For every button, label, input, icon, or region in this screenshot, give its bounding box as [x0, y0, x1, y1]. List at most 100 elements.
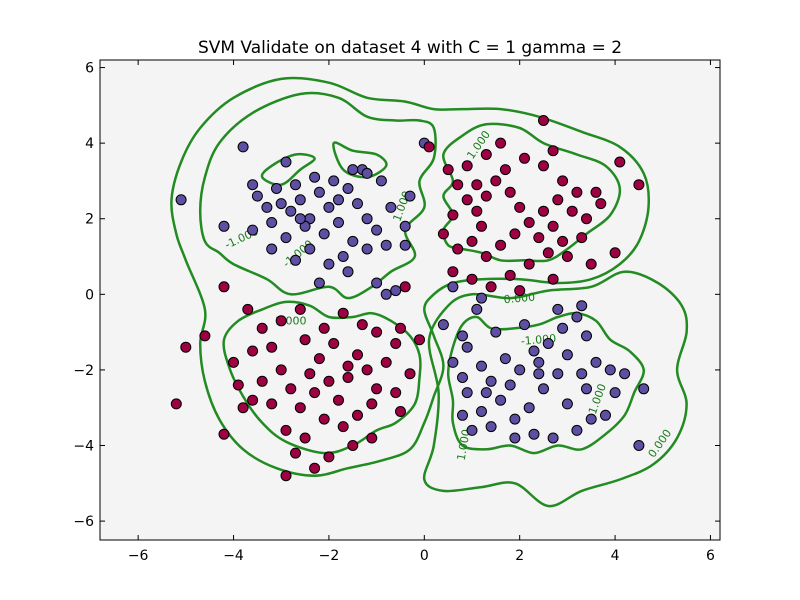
point-pos-2: [452, 179, 464, 191]
y-tick-label-6: 6: [85, 61, 94, 77]
point-neg-100: [380, 288, 392, 300]
point-pos-34: [480, 149, 492, 160]
point-neg-66: [542, 338, 554, 349]
point-neg-92: [638, 383, 650, 395]
point-neg-17: [309, 171, 321, 183]
x-tick-label-5: 4: [611, 548, 620, 564]
plot-frame: [99, 59, 721, 541]
point-neg-57: [476, 406, 487, 417]
point-neg-72: [576, 368, 588, 380]
point-neg-52: [461, 341, 473, 353]
point-neg-99: [361, 167, 373, 179]
contour-line-5: [446, 311, 645, 455]
point-pos-56: [218, 428, 230, 440]
point-pos-10: [509, 228, 521, 240]
y-tick-label-4: 2: [85, 212, 94, 228]
point-neg-28: [290, 254, 301, 266]
point-neg-39: [385, 201, 397, 213]
point-neg-43: [361, 243, 373, 255]
point-pos-13: [466, 235, 478, 247]
point-neg-21: [361, 213, 373, 225]
point-pos-11: [495, 239, 507, 251]
point-neg-18: [328, 175, 340, 187]
point-neg-68: [571, 311, 583, 323]
point-neg-75: [609, 387, 621, 399]
point-pos-51: [471, 179, 483, 191]
point-neg-61: [523, 402, 535, 414]
point-neg-32: [371, 277, 383, 289]
x-tick-label-3: 0: [420, 548, 429, 564]
point-pos-83: [366, 432, 378, 444]
point-pos-50: [547, 145, 559, 157]
point-pos-67: [333, 394, 344, 406]
point-pos-27: [581, 213, 592, 225]
point-neg-11: [333, 217, 344, 228]
point-pos-96: [299, 334, 311, 346]
point-pos-3: [461, 194, 473, 206]
point-neg-35: [404, 190, 416, 202]
point-pos-16: [447, 266, 459, 278]
point-neg-26: [323, 258, 335, 270]
point-pos-4: [471, 205, 483, 217]
point-neg-96: [533, 368, 545, 380]
point-pos-32: [519, 152, 530, 164]
point-pos-80: [309, 462, 321, 474]
point-pos-66: [323, 375, 335, 387]
point-pos-89: [337, 307, 349, 319]
point-neg-82: [528, 428, 540, 440]
point-pos-77: [299, 432, 311, 444]
point-neg-45: [280, 156, 292, 168]
point-pos-47: [609, 247, 621, 259]
point-pos-54: [180, 341, 192, 353]
point-pos-59: [256, 375, 268, 387]
point-pos-5: [480, 190, 492, 202]
point-neg-63: [514, 364, 526, 376]
point-pos-8: [514, 201, 526, 213]
point-neg-73: [590, 356, 602, 368]
point-pos-24: [538, 205, 549, 217]
point-neg-98: [218, 220, 230, 232]
point-neg-5: [275, 198, 287, 210]
data-points: [170, 115, 650, 482]
point-neg-47: [437, 319, 449, 331]
point-pos-63: [294, 402, 306, 414]
point-pos-9: [523, 217, 535, 228]
point-pos-28: [595, 198, 607, 210]
point-pos-87: [395, 322, 406, 334]
y-tick-label-0: −6: [73, 514, 94, 530]
point-neg-42: [261, 201, 273, 213]
point-neg-79: [600, 409, 611, 421]
point-pos-1: [442, 164, 454, 176]
point-pos-36: [447, 209, 459, 221]
point-neg-46: [347, 164, 359, 176]
x-tick-label-4: 2: [515, 548, 524, 564]
point-pos-40: [576, 232, 588, 244]
decision-contours: [170, 76, 689, 508]
point-pos-42: [514, 285, 526, 297]
point-neg-83: [509, 432, 521, 444]
point-pos-101: [247, 394, 259, 406]
point-neg-58: [466, 424, 478, 436]
point-pos-19: [504, 269, 516, 281]
point-neg-16: [290, 179, 301, 191]
x-tick-label-6: 6: [706, 548, 715, 564]
point-pos-75: [337, 421, 349, 433]
point-neg-49: [471, 303, 483, 315]
point-neg-64: [499, 353, 511, 365]
point-neg-3: [247, 224, 259, 236]
point-pos-20: [523, 258, 535, 270]
point-pos-97: [328, 338, 340, 349]
point-pos-60: [266, 398, 278, 410]
point-neg-93: [633, 440, 645, 451]
contour-line-3: [441, 122, 622, 263]
point-neg-54: [457, 372, 468, 383]
contour-line-4: [222, 300, 422, 455]
point-pos-12: [480, 251, 492, 262]
point-pos-22: [557, 235, 569, 247]
point-neg-97: [175, 194, 187, 206]
point-pos-30: [557, 175, 569, 187]
x-tick-label-0: −6: [128, 548, 149, 564]
point-pos-23: [547, 220, 559, 232]
point-pos-49: [495, 137, 507, 149]
